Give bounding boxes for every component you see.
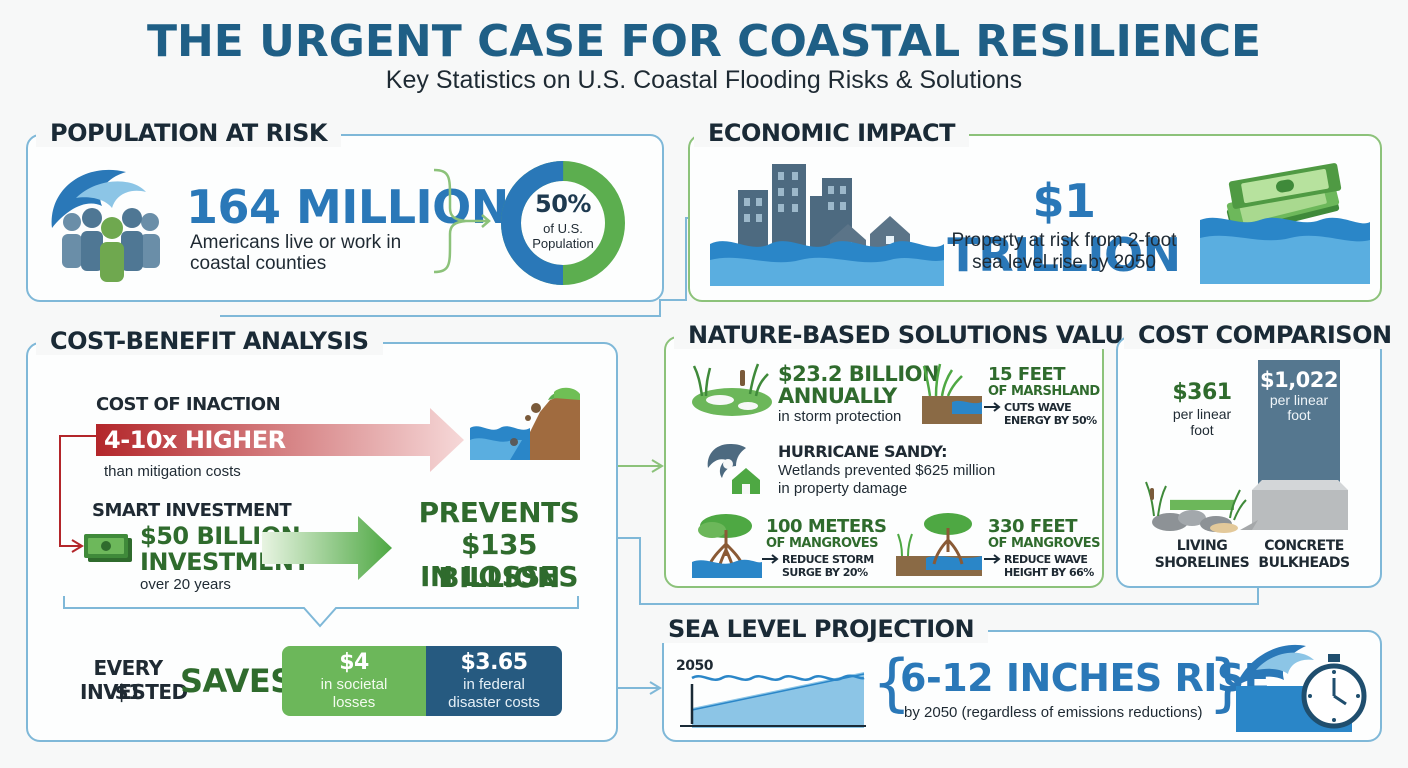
donut-share — [501, 161, 625, 285]
wetland-value-2: ANNUALLY — [778, 384, 897, 408]
marsh-effect-2: ENERGY BY 50% — [1004, 414, 1097, 427]
sandy-line-2: in property damage — [778, 480, 908, 497]
prevents-line-2: $135 BILLION — [438, 528, 560, 594]
bar-concrete-bulkheads — [1258, 360, 1340, 490]
savings-box-societal — [282, 646, 426, 716]
living-cost-unit-1: per linear — [1172, 406, 1232, 422]
every-dollar-2: INVESTED — [80, 680, 188, 704]
page-subtitle: Key Statistics on U.S. Coastal Flooding … — [385, 66, 1023, 94]
sealevel-heading: SEA LEVEL PROJECTION — [654, 615, 989, 643]
saves-label: SAVES — [180, 662, 293, 700]
nature-heading: NATURE-BASED SOLUTIONS VALUE — [674, 321, 1154, 349]
concrete-cost-unit-1: per linear — [1269, 392, 1329, 408]
smart-investment-label: SMART INVESTMENT — [92, 500, 292, 521]
mangrove-icon-2 — [896, 513, 982, 576]
marsh-value-2: OF MARSHLAND — [988, 384, 1100, 399]
sealevel-note: by 2050 (regardless of emissions reducti… — [904, 704, 1203, 721]
savings-federal-2: disaster costs — [448, 694, 540, 711]
donut-label-1: of U.S. — [543, 221, 583, 236]
cba-heading: COST-BENEFIT ANALYSIS — [36, 327, 383, 355]
summary-bracket — [63, 596, 579, 628]
concrete-label-2: BULKHEADS — [1258, 555, 1350, 571]
wetland-note: in storm protection — [778, 408, 902, 425]
mangrove100-value-2: OF MANGROVES — [766, 536, 879, 551]
inaction-note: than mitigation costs — [104, 463, 241, 480]
cost-comparison-heading: COST COMPARISON — [1124, 321, 1406, 349]
flooded-city-icon — [710, 164, 944, 286]
concrete-label-1: CONCRETE — [1264, 538, 1344, 554]
wave-clock-icon — [1236, 644, 1367, 732]
savings-societal-1: in societal — [320, 676, 388, 693]
savings-box-federal — [426, 646, 562, 716]
mangrove330-effect-1: REDUCE WAVE — [1004, 553, 1088, 566]
economic-desc-1: Property at risk from 2-foot — [951, 230, 1177, 251]
page-title: THE URGENT CASE FOR COASTAL RESILIENCE — [146, 16, 1262, 67]
concrete-cost-unit-2: foot — [1287, 407, 1311, 423]
savings-federal-value: $3.65 — [460, 650, 528, 675]
concrete-cost-value: $1,022 — [1259, 368, 1339, 392]
population-heading: POPULATION AT RISK — [36, 119, 341, 147]
population-desc-2: coastal counties — [190, 253, 327, 274]
wetland-icon — [692, 363, 772, 416]
mangrove100-value-1: 100 METERS — [766, 516, 887, 537]
economic-heading: ECONOMIC IMPACT — [694, 119, 969, 147]
sea-rise-graphic — [680, 672, 866, 728]
sealevel-big-number: 6-12 INCHES RISE — [900, 656, 1270, 700]
mangrove100-arrow — [762, 554, 779, 564]
donut-label-2: Population — [532, 236, 594, 251]
every-dollar-1: EVERY $1 — [93, 656, 163, 704]
mangrove330-value-2: OF MANGROVES — [988, 536, 1101, 551]
marshland-icon — [922, 363, 982, 424]
rocks-plants-icon — [1145, 481, 1247, 533]
savings-societal-2: losses — [332, 694, 376, 711]
eroding-cliff-icon — [470, 387, 580, 460]
savings-federal-1: in federal — [463, 676, 525, 693]
population-donut-chart — [501, 161, 625, 285]
invest-note: over 20 years — [140, 576, 231, 593]
wetland-value-1: $23.2 BILLION — [778, 362, 940, 386]
living-cost-value: $361 — [1172, 380, 1232, 405]
marsh-value-1: 15 FEET — [988, 364, 1065, 385]
mangrove100-effect-2: SURGE BY 20% — [782, 566, 868, 579]
living-cost-unit-2: foot — [1190, 422, 1214, 438]
sealevel-brace-left: { — [872, 646, 911, 719]
inaction-arrow — [96, 408, 464, 472]
mangrove330-value-1: 330 FEET — [988, 516, 1078, 537]
mangrove330-arrow — [984, 554, 1001, 564]
mangrove100-effect-1: REDUCE STORM — [782, 553, 874, 566]
invest-arrow — [262, 516, 392, 580]
sealevel-year: 2050 — [676, 658, 713, 674]
marsh-effect-1: CUTS WAVE — [1004, 401, 1072, 414]
prevents-line-3: IN LOSSES — [419, 560, 579, 593]
savings-societal-value: $4 — [339, 650, 369, 675]
people-wave-icon — [51, 169, 160, 282]
living-label-2: SHORELINES — [1154, 555, 1250, 571]
brace-icon — [433, 168, 491, 274]
economic-desc-2: sea level rise by 2050 — [972, 252, 1156, 273]
cash-icon — [84, 534, 132, 562]
inaction-value: 4-10x HIGHER — [104, 426, 286, 454]
bar-living-shorelines — [1170, 499, 1234, 510]
sandy-title: HURRICANE SANDY: — [778, 442, 948, 461]
sandy-line-1: Wetlands prevented $625 million — [778, 462, 996, 479]
concrete-block-icon — [1252, 490, 1348, 530]
mangrove330-effect-2: HEIGHT BY 66% — [1004, 566, 1094, 579]
hurricane-house-icon — [707, 444, 760, 494]
living-label-1: LIVING — [1176, 538, 1228, 554]
donut-percent: 50% — [535, 190, 591, 218]
prevents-line-1: PREVENTS — [418, 496, 580, 529]
marsh-arrow — [984, 402, 1001, 412]
inaction-bracket-line — [59, 435, 98, 553]
cost-bar-chart — [1145, 360, 1348, 533]
money-flood-icon — [1200, 163, 1370, 284]
population-desc-1: Americans live or work in — [190, 232, 402, 253]
inaction-label: COST OF INACTION — [96, 394, 281, 415]
nature-panel — [664, 336, 1104, 588]
economic-big-number: $1 TRILLION — [947, 174, 1181, 282]
mangrove-icon-1 — [692, 514, 762, 578]
